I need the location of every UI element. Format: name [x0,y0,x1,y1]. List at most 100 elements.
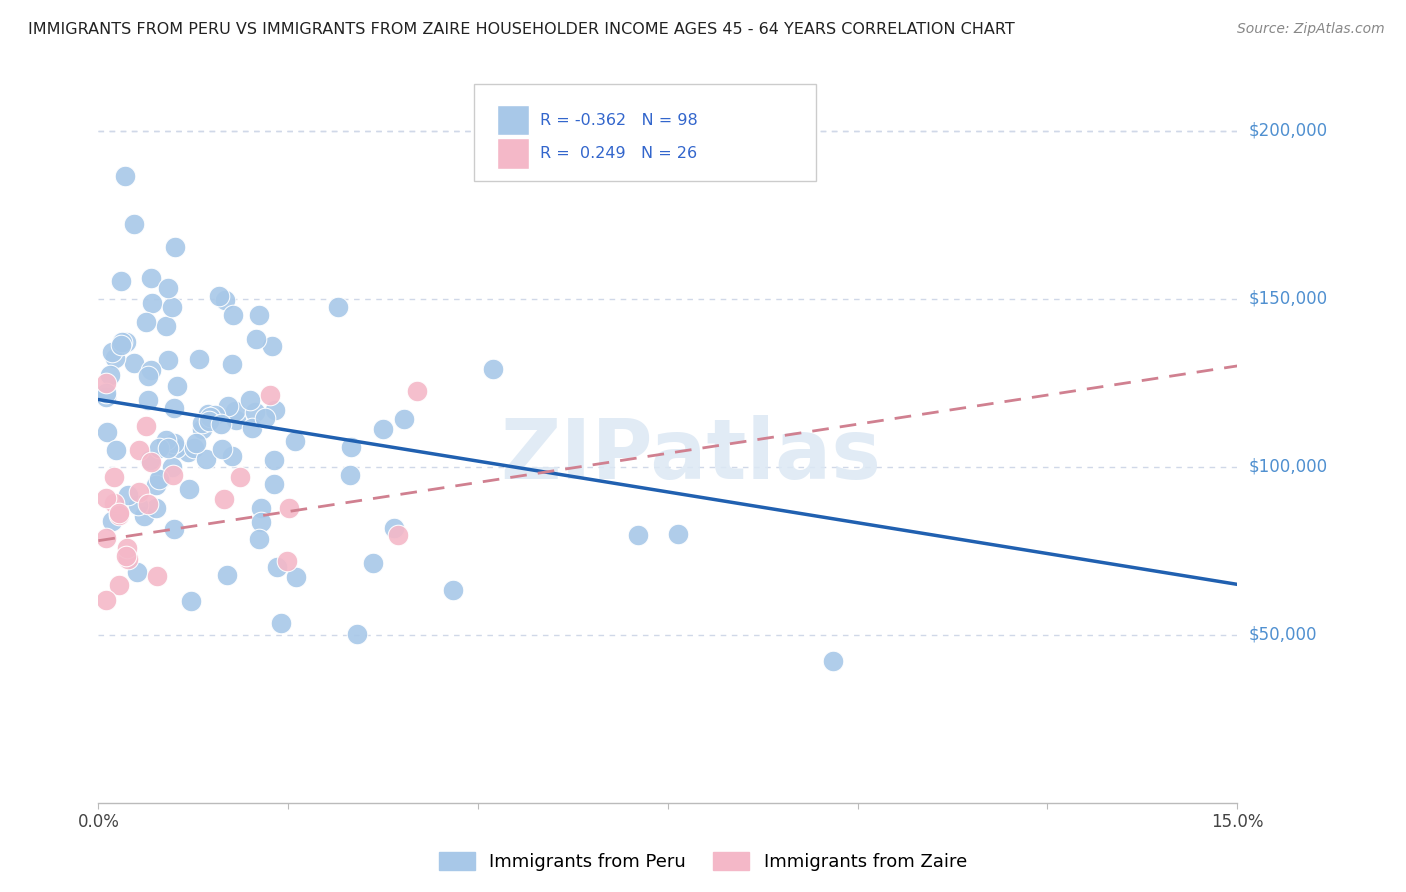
Point [155,318,177,333]
Point [263,402,285,417]
Point [247,532,270,546]
Point [225,413,247,427]
Point [104,351,127,365]
Point [136,392,159,407]
Point [115,541,138,556]
Point [250,500,273,515]
Point [135,314,157,328]
Text: ZIPatlas: ZIPatlas [501,416,882,497]
Point [139,271,162,285]
Point [165,441,187,455]
Point [266,560,288,574]
Point [94,390,117,404]
Point [110,274,132,288]
Point [198,414,221,428]
Point [103,469,125,483]
Point [340,440,363,454]
Point [122,356,145,370]
Point [136,497,159,511]
Point [146,569,169,583]
Point [247,308,270,322]
Point [254,410,277,425]
Point [96,425,118,440]
Point [214,293,236,307]
Point [627,528,650,542]
Point [108,506,131,520]
Point [108,578,131,592]
Point [187,351,209,366]
Point [211,442,233,456]
Point [177,482,200,496]
Point [240,421,263,435]
Point [284,434,307,448]
Point [117,488,139,502]
Point [346,627,368,641]
Point [481,361,503,376]
Text: R = -0.362   N = 98: R = -0.362 N = 98 [540,112,697,128]
Text: R =  0.249   N = 26: R = 0.249 N = 26 [540,146,697,161]
Point [94,376,117,390]
Text: IMMIGRANTS FROM PERU VS IMMIGRANTS FROM ZAIRE HOUSEHOLDER INCOME AGES 45 - 64 YE: IMMIGRANTS FROM PERU VS IMMIGRANTS FROM … [28,22,1015,37]
Point [221,449,243,463]
Point [163,401,186,415]
Point [183,441,205,455]
Point [284,570,307,584]
Point [117,552,139,566]
Point [666,527,689,541]
Point [128,484,150,499]
Point [371,422,394,436]
Point [191,417,214,431]
Point [125,566,148,580]
Point [145,478,167,492]
FancyBboxPatch shape [498,138,529,169]
Text: $150,000: $150,000 [1249,290,1327,308]
Point [94,531,117,545]
Point [239,392,262,407]
Point [115,335,138,350]
Point [221,357,243,371]
Point [149,472,172,486]
Point [98,368,121,383]
Point [160,460,183,475]
Point [394,411,416,425]
Point [163,435,186,450]
Point [139,363,162,377]
Point [212,492,235,507]
Point [326,300,349,314]
Point [250,515,273,529]
Point [217,399,239,413]
Point [114,549,136,563]
Legend: Immigrants from Peru, Immigrants from Zaire: Immigrants from Peru, Immigrants from Za… [432,845,974,879]
Point [114,169,136,184]
Point [197,407,219,421]
Text: $100,000: $100,000 [1249,458,1327,475]
Point [162,468,184,483]
Point [184,436,207,450]
Point [384,521,406,535]
Point [156,441,179,455]
Point [277,500,299,515]
Point [262,338,284,352]
Point [208,289,231,303]
Point [222,308,245,322]
Point [155,433,177,447]
Point [141,296,163,310]
Point [127,498,149,512]
Point [134,509,156,524]
Point [160,300,183,314]
Text: Source: ZipAtlas.com: Source: ZipAtlas.com [1237,22,1385,37]
Point [191,421,214,435]
Point [111,334,134,349]
Point [821,654,844,668]
Point [141,455,163,469]
Point [138,452,160,467]
Text: $50,000: $50,000 [1249,626,1317,644]
Point [387,528,409,542]
Point [198,409,221,424]
Point [145,501,167,516]
Point [166,379,188,393]
Point [122,217,145,231]
Point [156,280,179,294]
Point [195,451,218,466]
Point [229,469,252,483]
